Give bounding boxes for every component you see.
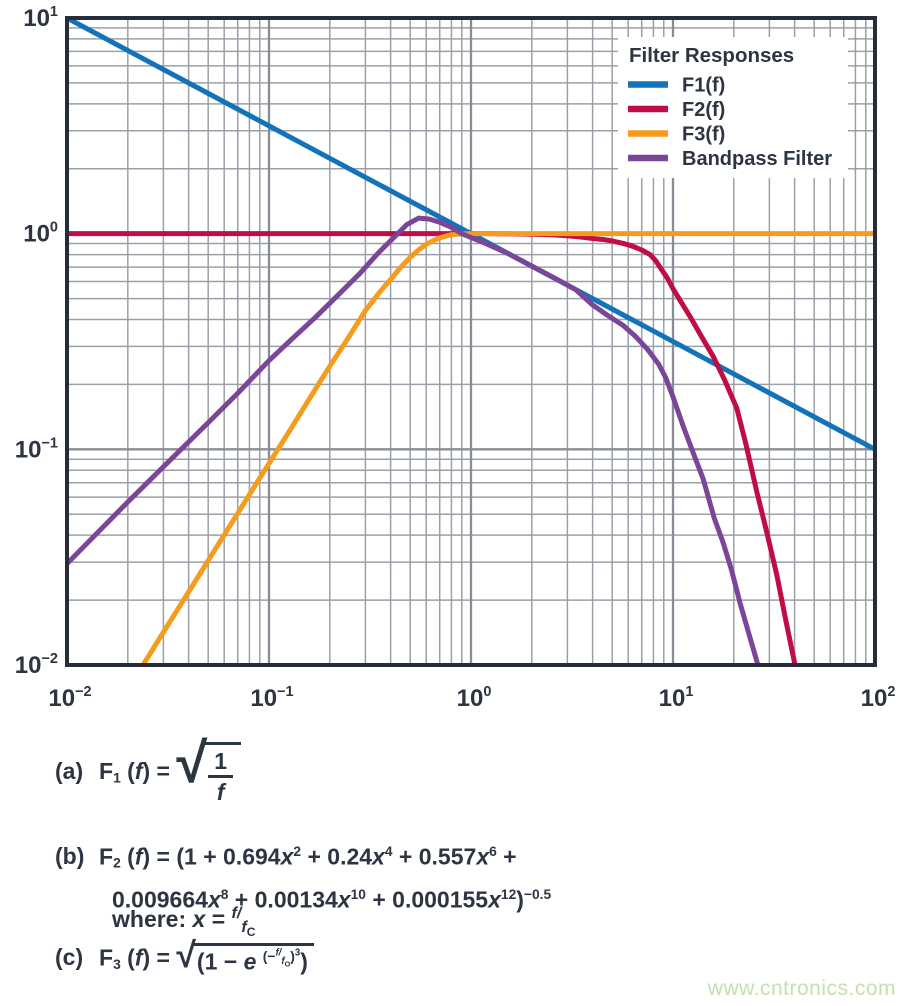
series-Bandpass Filter [67,215,761,665]
legend-label: Bandpass Filter [682,148,832,170]
chart-svg: Filter Responses F1(f)F2(f) F3(f)Bandpass … [15,4,896,712]
watermark: www.cntronics.com [707,977,896,1000]
series-F3(f) [140,231,875,665]
legend-title: Filter Responses [629,44,794,67]
legend-swatch [628,154,668,162]
legend-swatch [628,81,668,88]
equation-where: where: x = f/fC [112,904,256,939]
x-tick-label: 102 [861,684,896,712]
plot-frame [65,16,877,667]
y-tick-label: 100 [23,220,58,248]
equation-b-line1: (b) F2 (f) = (1 + 0.694x2 + 0.24x4 + 0.55… [55,843,517,871]
equation-a: (a) F1 (f) = √ 1 f [55,734,242,804]
x-tick-label: 101 [659,684,694,712]
curves [67,18,875,665]
legend-swatch [628,130,668,137]
equation-b-line2: 0.009664x8 + 0.00134x10 + 0.000155x12)−0… [112,885,552,912]
y-tick-label: 10−1 [15,435,58,463]
x-tick-label: 10−2 [48,684,91,712]
x-tick-label: 10−1 [250,684,293,712]
filter-response-chart: Filter Responses F1(f) F2(f) F3(f) Bandpass … [15,4,896,712]
y-tick-label: 101 [23,4,58,32]
y-tick-label: 10−2 [15,651,58,679]
legend-label: F2(f) [682,99,725,121]
legend-label: F3(f) [682,124,725,146]
equation-c: (c) F3 (f) = √ (1 − e (−f/fO)3) [55,937,314,976]
legend-label: F1(f) [682,75,725,97]
legend: Filter Responses F1(f)F2(f) F3(f)Bandpass … [628,44,832,170]
equation-b: (b) F2 (f) = (1 + 0.694x2 + 0.24x4 + 0.55… [55,836,551,915]
legend-swatch [628,105,668,113]
axis-labels: 10−2 10−1 100 101 10−2 10−1 100 101 102 [15,4,896,712]
x-tick-label: 100 [457,684,492,712]
